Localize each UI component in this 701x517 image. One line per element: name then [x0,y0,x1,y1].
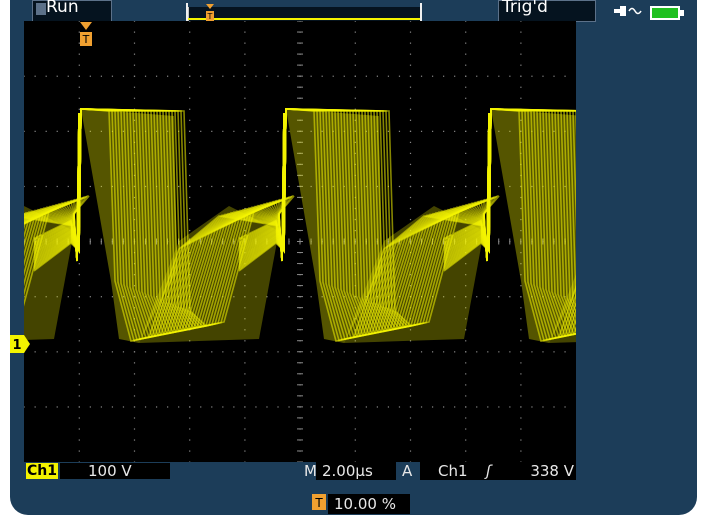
run-status: Run [46,0,79,17]
record-view-indicator [188,18,420,20]
trigger-position-icon: T [80,22,92,46]
svg-text:T: T [207,12,213,21]
ac-power-icon [614,6,642,16]
timebase-label: M [304,462,317,480]
trigger-position-icon: T [312,494,326,510]
trigger-position-value[interactable]: 10.00 % [328,494,410,514]
ch1-ground-marker[interactable]: 1 [10,335,30,353]
channel-tag[interactable]: Ch1 [26,463,58,479]
volts-per-div[interactable]: 100 V [60,463,170,479]
timebase-value[interactable]: 2.00µs [316,462,396,480]
trigger-source: Ch1 [438,462,468,480]
record-view-window [186,3,422,21]
trigger-status: Trig'd [502,0,548,17]
trigger-readout[interactable]: Ch1 ʃ 338 V [420,462,576,480]
run-state-icon [36,3,46,15]
ch1-trace [24,108,576,343]
waveform-svg [24,21,576,462]
oscilloscope-screen: Run T Trig'd T 1 Ch1 100 V M 2.00µs [10,0,697,515]
svg-text:T: T [82,33,90,46]
battery-icon [650,6,684,20]
svg-text:T: T [314,496,323,510]
record-trigger-icon: T [206,4,214,21]
waveform-display[interactable] [24,21,576,462]
trigger-level: 338 V [530,462,574,480]
trigger-slope-icon: ʃ [486,462,492,480]
trigger-label: A [402,462,413,480]
ch1-marker-label: 1 [12,338,21,353]
